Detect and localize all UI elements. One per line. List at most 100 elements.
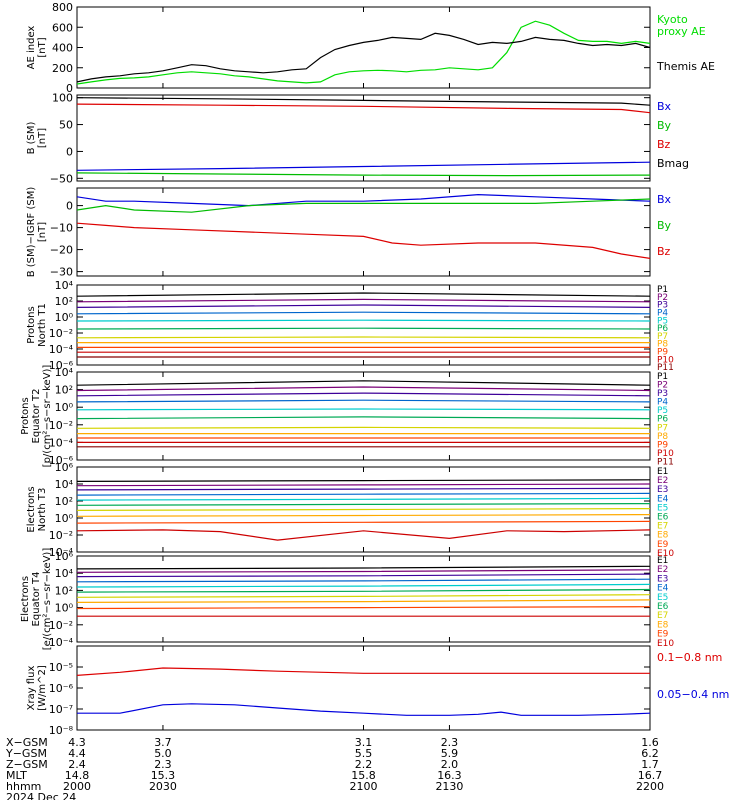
series-line-p5 bbox=[77, 319, 650, 322]
legend-entry: E6 bbox=[657, 513, 669, 523]
series-line-e7 bbox=[77, 508, 650, 511]
footer-value: 1.6 bbox=[641, 736, 659, 749]
axis-footer: X−GSM 4.3 3.7 3.1 2.3 1.6 Y−GSM 4.4 5.0 5.5 5.9 6.2… bbox=[5, 736, 664, 800]
legend-entry: P9 bbox=[657, 348, 668, 358]
legend-entry: P5 bbox=[657, 406, 668, 416]
footer-value: 16.3 bbox=[437, 769, 462, 782]
panel-2: 100 50 0 −50 B (SM) [nT] Bx By Bz Bmag bbox=[26, 92, 689, 186]
series-line-e9 bbox=[77, 606, 650, 610]
y-tick-label: 10² bbox=[55, 384, 73, 397]
y-tick-label: −10 bbox=[50, 222, 73, 235]
y-tick-label: 10⁻⁸ bbox=[49, 724, 74, 737]
footer-value: 4.3 bbox=[68, 736, 86, 749]
series-line-e10 bbox=[77, 529, 650, 541]
y-axis-label: [nT] bbox=[37, 37, 48, 57]
series-line-0-05-0-4-nm bbox=[77, 703, 650, 716]
y-tick-label: 10⁻² bbox=[49, 529, 73, 542]
footer-value: 2200 bbox=[636, 780, 664, 793]
legend-entry: P3 bbox=[657, 389, 668, 399]
y-tick-label: 400 bbox=[52, 42, 73, 55]
legend-entry: E7 bbox=[657, 611, 668, 621]
y-axis-label: [e/(cm²−s−sr−keV)] bbox=[42, 548, 53, 651]
legend-entry: E4 bbox=[657, 584, 669, 594]
footer-value: 5.0 bbox=[154, 747, 172, 760]
series-line-e3 bbox=[77, 573, 650, 578]
y-tick-label: 10⁴ bbox=[55, 478, 74, 491]
legend-entry: P11 bbox=[657, 457, 674, 467]
panel-7: 10⁶ 10⁴ 10² 10⁰ 10⁻² 10⁻⁴ Electrons Equator T4[… bbox=[20, 548, 674, 651]
footer-value: 6.2 bbox=[641, 747, 659, 760]
legend-entry: Themis AE bbox=[656, 60, 715, 73]
legend-entry: By bbox=[657, 219, 672, 232]
panel-5: 10⁴ 10² 10⁰ 10⁻² 10⁻⁴ 10⁻⁶ Protons Equator T2 [p… bbox=[20, 365, 674, 468]
legend-entry: P9 bbox=[657, 440, 668, 450]
footer-value: 2100 bbox=[350, 780, 378, 793]
y-axis-label: B (SM) bbox=[26, 121, 37, 154]
series-line-bz bbox=[77, 222, 650, 259]
y-axis-label: Xray flux bbox=[26, 666, 37, 711]
series-line-e2 bbox=[77, 483, 650, 487]
footer-value: 2.3 bbox=[154, 758, 172, 771]
legend-entry: P4 bbox=[657, 398, 668, 408]
series-line-kyoto-proxy-ae bbox=[77, 20, 650, 85]
footer-value: 2.3 bbox=[441, 736, 459, 749]
series-line-e4 bbox=[77, 578, 650, 583]
y-tick-label: 10⁶ bbox=[55, 550, 74, 563]
y-tick-label: 10⁰ bbox=[55, 401, 74, 414]
y-tick-label: 10⁻⁶ bbox=[49, 454, 74, 467]
y-axis-label: Electrons bbox=[20, 576, 31, 622]
legend-entry: E1 bbox=[657, 467, 668, 477]
y-tick-label: 50 bbox=[59, 119, 73, 132]
footer-value: 16.7 bbox=[638, 769, 663, 782]
series-line-p5 bbox=[77, 408, 650, 411]
series-line-e6 bbox=[77, 503, 650, 506]
series-line-p7 bbox=[77, 426, 650, 429]
y-tick-label: 10⁻² bbox=[49, 419, 73, 432]
series-line-e5 bbox=[77, 497, 650, 501]
legend-entry: 0.1−0.8 nm bbox=[657, 651, 722, 664]
legend-entry: E7 bbox=[657, 522, 668, 532]
series-line-bz bbox=[77, 103, 650, 114]
legend-entry: E9 bbox=[657, 540, 669, 550]
legend-entry: E6 bbox=[657, 602, 669, 612]
y-tick-label: 800 bbox=[52, 1, 73, 14]
legend-entry: E8 bbox=[657, 620, 669, 630]
footer-value: 15.3 bbox=[151, 769, 176, 782]
y-axis-label: Electrons bbox=[26, 486, 37, 532]
footer-value: 15.8 bbox=[351, 769, 376, 782]
series-line-p2 bbox=[77, 386, 650, 392]
legend-entry: P2 bbox=[657, 381, 668, 391]
legend-entry: E8 bbox=[657, 531, 669, 541]
y-axis-label: [nT] bbox=[37, 222, 48, 242]
footer-row-label: hhmm bbox=[6, 780, 41, 793]
y-tick-label: 10⁻⁶ bbox=[49, 359, 74, 372]
series-line-e5 bbox=[77, 583, 650, 588]
footer-value: 3.1 bbox=[355, 736, 373, 749]
series-line-e8 bbox=[77, 513, 650, 517]
y-tick-label: −50 bbox=[50, 172, 73, 185]
series-line-p4 bbox=[77, 311, 650, 315]
y-axis-label: AE index bbox=[26, 26, 37, 70]
series-line-p3 bbox=[77, 304, 650, 308]
legend-entry: P1 bbox=[657, 372, 668, 382]
legend-entry: P5 bbox=[657, 316, 668, 326]
footer-row-label: Z−GSM bbox=[6, 758, 48, 771]
legend-entry: P1 bbox=[657, 285, 668, 295]
legend-entry: E2 bbox=[657, 565, 668, 575]
legend-entry: P7 bbox=[657, 332, 668, 342]
footer-date: 2024 Dec 24 bbox=[6, 791, 76, 800]
y-tick-label: 100 bbox=[52, 92, 73, 105]
y-tick-label: 10² bbox=[55, 584, 73, 597]
y-tick-label: 10⁻⁴ bbox=[49, 343, 74, 356]
legend-entry: P3 bbox=[657, 301, 668, 311]
series-line-p2 bbox=[77, 298, 650, 303]
y-tick-label: 10⁴ bbox=[55, 279, 74, 292]
y-tick-label: 0 bbox=[66, 82, 73, 95]
legend-entry: E9 bbox=[657, 630, 669, 640]
series-line-e1 bbox=[77, 479, 650, 482]
y-axis-label: [p/(cm²−s−sr−keV)] bbox=[42, 365, 53, 468]
series-line-e1 bbox=[77, 565, 650, 570]
footer-row-label: X−GSM bbox=[6, 736, 48, 749]
legend-entry: P11 bbox=[657, 363, 674, 373]
